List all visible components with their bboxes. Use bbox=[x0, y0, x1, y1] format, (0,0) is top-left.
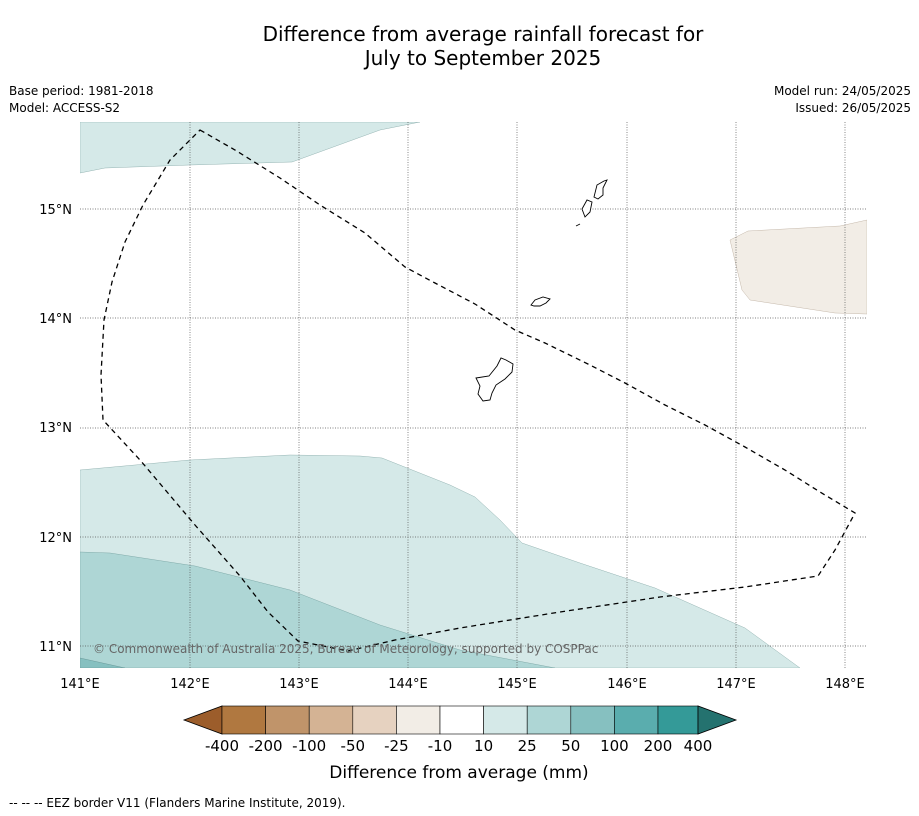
rainfall-region-south-50-100 bbox=[80, 657, 126, 668]
cb-tick-11: 400 bbox=[684, 737, 713, 755]
lon-tick-144: 144°E bbox=[388, 677, 428, 692]
cb-tick-6: 10 bbox=[474, 737, 493, 755]
colorbar-segment bbox=[396, 705, 441, 735]
colorbar-extend-right bbox=[697, 705, 738, 735]
map-panel: © Commonwealth of Australia 2025, Bureau… bbox=[80, 122, 867, 668]
eez-border-footnote: -- -- -- EEZ border V11 (Flanders Marine… bbox=[9, 796, 346, 810]
colorbar-segment bbox=[352, 705, 397, 735]
gridlines bbox=[80, 122, 867, 668]
issued-text: Issued: 26/05/2025 bbox=[795, 101, 911, 115]
tinian-island bbox=[581, 199, 593, 218]
lon-tick-145: 145°E bbox=[497, 677, 537, 692]
lat-tick-15: 15°N bbox=[39, 203, 72, 218]
cb-tick-5: -10 bbox=[428, 737, 453, 755]
islands bbox=[475, 179, 608, 402]
saipan-island bbox=[593, 179, 608, 200]
eez-border bbox=[100, 129, 856, 652]
model-run-text: Model run: 24/05/2025 bbox=[773, 84, 911, 98]
rainfall-region-south-25-50 bbox=[80, 551, 556, 668]
base-period-text: Base period: 1981-2018 bbox=[9, 84, 154, 98]
cb-tick-0: -400 bbox=[205, 737, 239, 755]
colorbar-segment bbox=[221, 705, 266, 735]
cb-tick-10: 200 bbox=[644, 737, 673, 755]
lat-tick-12: 12°N bbox=[39, 531, 72, 546]
lat-tick-11: 11°N bbox=[39, 640, 72, 655]
cb-tick-8: 50 bbox=[561, 737, 580, 755]
colorbar-segment bbox=[614, 705, 659, 735]
cb-tick-3: -50 bbox=[341, 737, 366, 755]
colorbar-segment bbox=[265, 705, 310, 735]
lon-tick-141: 141°E bbox=[60, 677, 100, 692]
map-title: Difference from average rainfall forecas… bbox=[0, 22, 919, 70]
colorbar-segment bbox=[308, 705, 354, 735]
colorbar-label: Difference from average (mm) bbox=[329, 763, 588, 783]
cb-tick-1: -200 bbox=[249, 737, 283, 755]
colorbar-segment bbox=[657, 705, 699, 735]
lon-tick-148: 148°E bbox=[825, 677, 865, 692]
lon-tick-146: 146°E bbox=[607, 677, 647, 692]
rota-island bbox=[530, 296, 551, 307]
colorbar-tick-labels: -400 -200 -100 -50 -25 -10 10 25 50 100 … bbox=[205, 737, 712, 755]
cb-tick-4: -25 bbox=[384, 737, 409, 755]
title-line-2: July to September 2025 bbox=[364, 46, 602, 70]
copyright-text: © Commonwealth of Australia 2025, Bureau… bbox=[93, 642, 598, 656]
guam-island bbox=[475, 357, 514, 402]
title-line-1: Difference from average rainfall forecas… bbox=[262, 22, 704, 46]
colorbar bbox=[182, 705, 738, 735]
lon-tick-labels: 141°E 142°E 143°E 144°E 145°E 146°E 147°… bbox=[60, 677, 865, 692]
cb-tick-9: 100 bbox=[600, 737, 629, 755]
run-info: Model run: 24/05/2025 Issued: 26/05/2025 bbox=[774, 83, 911, 117]
rainfall-region-north-10-25 bbox=[80, 122, 421, 174]
lat-tick-13: 13°N bbox=[39, 421, 72, 436]
lat-tick-labels: 11°N 12°N 13°N 14°N 15°N bbox=[39, 203, 72, 655]
aguijan-island bbox=[575, 223, 581, 227]
cb-tick-2: -100 bbox=[292, 737, 326, 755]
colorbar-segment bbox=[570, 705, 615, 735]
colorbar-extend-left bbox=[182, 705, 223, 735]
colorbar-segment bbox=[439, 705, 484, 735]
colorbar-segment bbox=[483, 705, 528, 735]
colorbar-segment bbox=[526, 705, 572, 735]
lon-tick-143: 143°E bbox=[279, 677, 319, 692]
rainfall-region-east-neutral bbox=[729, 219, 867, 315]
model-text: Model: ACCESS-S2 bbox=[9, 101, 121, 115]
lon-tick-142: 142°E bbox=[170, 677, 210, 692]
lat-tick-14: 14°N bbox=[39, 312, 72, 327]
model-info: Base period: 1981-2018 Model: ACCESS-S2 bbox=[9, 83, 154, 117]
lon-tick-147: 147°E bbox=[716, 677, 756, 692]
cb-tick-7: 25 bbox=[518, 737, 537, 755]
